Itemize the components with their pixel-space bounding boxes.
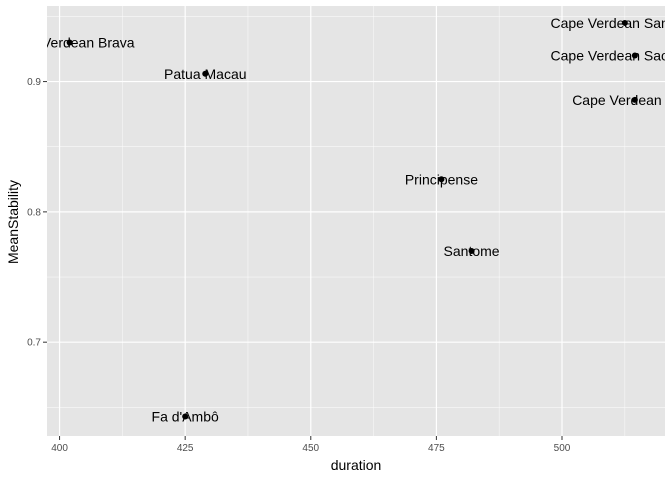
point-label: Fa d'Ambô (152, 408, 219, 424)
data-point (438, 176, 445, 183)
y-tick-label: 0.9 (27, 77, 41, 88)
point-label: Cape Verdean Brava (5, 34, 135, 50)
x-tick-label: 475 (428, 443, 445, 454)
y-axis-title: MeanStability (5, 180, 21, 264)
x-axis-title: duration (331, 457, 382, 473)
x-axis-ticks: 400 425 450 475 500 (51, 436, 571, 454)
plot-panel (47, 6, 665, 436)
x-tick-label: 500 (554, 443, 571, 454)
data-points (66, 19, 638, 420)
point-label: Cape Verdean Sao Vicente (551, 48, 672, 64)
y-tick-label: 0.8 (27, 207, 41, 218)
data-point (202, 70, 209, 77)
data-point (621, 19, 628, 26)
y-tick-label: 0.7 (27, 338, 41, 349)
point-label: Cape Verdean Fogo (572, 92, 672, 108)
point-labels: Cape Verdean Brava Patua Macau Fa d'Ambô Pr… (5, 15, 672, 425)
x-tick-label: 400 (51, 443, 68, 454)
data-point (631, 52, 638, 59)
point-label: Patua Macau (164, 66, 247, 82)
point-label: Principense (405, 171, 478, 187)
x-tick-label: 450 (302, 443, 319, 454)
data-point (66, 39, 73, 46)
data-point (182, 413, 189, 420)
major-gridlines (47, 6, 665, 436)
y-axis-ticks: 0.7 0.8 0.9 (27, 77, 47, 349)
data-point (631, 96, 638, 103)
point-label: Cape Verdean Santiago (550, 15, 672, 31)
point-label: Santome (444, 243, 500, 259)
x-tick-label: 425 (177, 443, 194, 454)
data-point (468, 247, 475, 254)
